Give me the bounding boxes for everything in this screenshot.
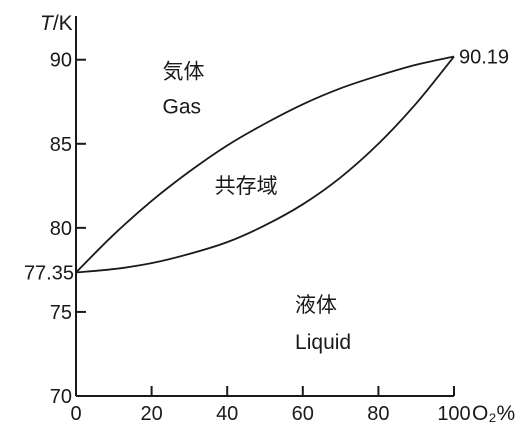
coexistence-region-label: 共存域 [215,174,278,198]
x-tick-label: 40 [216,403,238,424]
y-axis-label-symbol: T [40,12,55,35]
y-axis-label: T/K [40,12,73,35]
y-tick-label: 80 [50,218,72,240]
liquid-region-label: 液体 [295,293,337,317]
x-axis-ticks: 0 20 40 60 80 100 [70,386,471,424]
gas-region-label: 気体 [163,59,205,83]
gas-region-label-english: Gas [163,95,202,118]
y-tick-label: 85 [50,134,72,156]
left-point-label: 77.35 [24,262,74,284]
phase-curves [75,55,455,274]
y-tick-label: 70 [50,386,72,408]
x-tick-label: 60 [292,403,314,424]
x-tick-label: 0 [70,403,81,424]
y-tick-label: 90 [50,50,72,72]
bubble-point-curve [75,55,455,274]
x-tick-label: 100 [437,403,470,424]
y-axis-label-unit: /K [53,12,73,35]
y-axis-ticks: 70 75 80 85 90 [50,50,86,408]
x-tick-label: 80 [367,403,389,424]
dew-point-curve [75,55,455,274]
x-axis-label: O₂% [472,402,515,424]
x-tick-label: 20 [140,403,162,424]
liquid-region-label-english: Liquid [295,331,351,354]
right-point-label: 90.19 [459,47,509,69]
y-tick-label: 75 [50,302,72,324]
